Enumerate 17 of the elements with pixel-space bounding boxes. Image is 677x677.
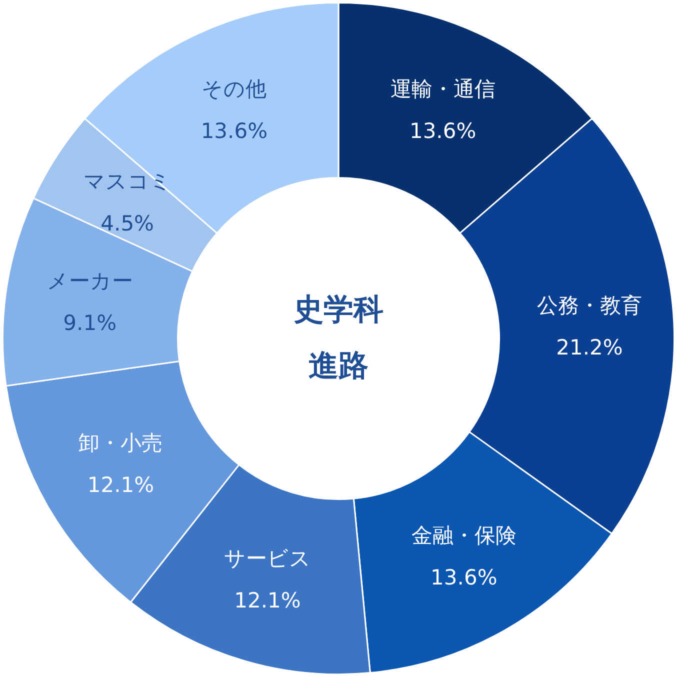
slice-label: 金融・保険: [411, 523, 516, 548]
text: 進路: [308, 348, 368, 384]
text: 史学科: [294, 292, 384, 328]
data-label: 13.6%: [200, 118, 268, 143]
slice-label: メーカー: [46, 269, 133, 294]
slice-label: サービス: [224, 546, 311, 571]
data-label: 13.6%: [409, 118, 476, 143]
slice-label: 運輸・通信: [390, 76, 496, 101]
slice-label: その他: [202, 76, 267, 101]
data-label: 12.1%: [87, 472, 154, 497]
data-label: 21.2%: [556, 336, 623, 360]
data-label: 13.6%: [430, 565, 498, 590]
data-label: 9.1%: [63, 311, 117, 336]
data-label: 12.1%: [234, 588, 301, 613]
slice-label: 公務・教育: [537, 294, 642, 318]
data-label: 4.5%: [100, 211, 154, 236]
slice-label: 卸・小売: [78, 430, 163, 455]
